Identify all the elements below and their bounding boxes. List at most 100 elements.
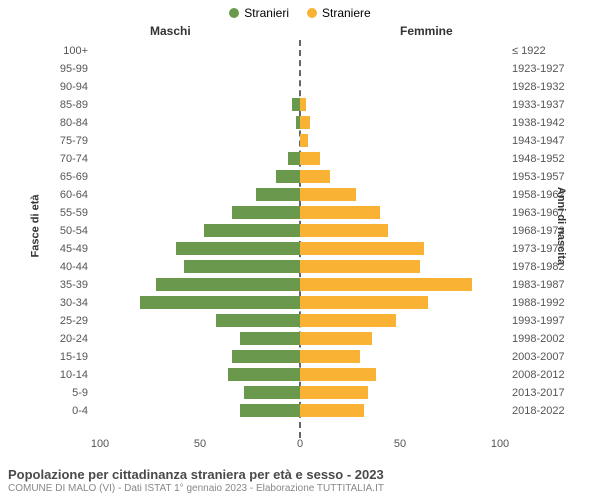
x-tick-label: 50 <box>394 438 406 450</box>
legend-label-male: Stranieri <box>244 6 289 20</box>
chart-title: Popolazione per cittadinanza straniera p… <box>8 467 592 482</box>
year-label: 1978-1982 <box>512 261 572 273</box>
year-label: 1948-1952 <box>512 153 572 165</box>
chart-footer: Popolazione per cittadinanza straniera p… <box>8 467 592 494</box>
age-label: 65-69 <box>32 171 88 183</box>
bar-male <box>228 368 300 381</box>
bar-female <box>300 278 472 291</box>
year-label: 1973-1977 <box>512 243 572 255</box>
legend: Stranieri Straniere <box>0 0 600 20</box>
pyramid-row: 90-94 1928-1932 <box>0 78 600 96</box>
year-label: 2008-2012 <box>512 369 572 381</box>
year-label: 1993-1997 <box>512 315 572 327</box>
age-label: 55-59 <box>32 207 88 219</box>
pyramid-row: 40-44 1978-1982 <box>0 258 600 276</box>
chart-area: Maschi Femmine Fasce di età Anni di nasc… <box>0 20 600 450</box>
bar-male <box>288 152 300 165</box>
pyramid-row: 45-491973-1977 <box>0 240 600 258</box>
bar-male <box>140 296 300 309</box>
bar-female <box>300 260 420 273</box>
age-label: 15-19 <box>32 351 88 363</box>
bar-female <box>300 350 360 363</box>
bar-male <box>292 98 300 111</box>
column-heading-male: Maschi <box>150 24 191 38</box>
age-label: 0-4 <box>32 405 88 417</box>
age-label: 40-44 <box>32 261 88 273</box>
pyramid-row: 55-59 1963-1967 <box>0 204 600 222</box>
bar-male <box>232 206 300 219</box>
pyramid-row: 5-9 2013-2017 <box>0 384 600 402</box>
pyramid-row: 15-19 2003-2007 <box>0 348 600 366</box>
bar-female <box>300 332 372 345</box>
year-label: 1928-1932 <box>512 81 572 93</box>
pyramid-row: 20-24 1998-2002 <box>0 330 600 348</box>
bar-female <box>300 224 388 237</box>
pyramid-row: 100+≤ 1922 <box>0 42 600 60</box>
year-label: 1963-1967 <box>512 207 572 219</box>
bar-female <box>300 314 396 327</box>
bar-male <box>204 224 300 237</box>
year-label: 1998-2002 <box>512 333 572 345</box>
age-label: 10-14 <box>32 369 88 381</box>
age-label: 75-79 <box>32 135 88 147</box>
year-label: 2013-2017 <box>512 387 572 399</box>
bar-male <box>176 242 300 255</box>
bar-female <box>300 152 320 165</box>
year-label: 2003-2007 <box>512 351 572 363</box>
age-label: 50-54 <box>32 225 88 237</box>
bar-male <box>240 404 300 417</box>
legend-item-female: Straniere <box>307 6 371 20</box>
bar-male <box>156 278 300 291</box>
age-label: 35-39 <box>32 279 88 291</box>
pyramid-row: 95-991923-1927 <box>0 60 600 78</box>
bar-female <box>300 368 376 381</box>
age-label: 85-89 <box>32 99 88 111</box>
bar-female <box>300 206 380 219</box>
bar-female <box>300 404 364 417</box>
year-label: 1943-1947 <box>512 135 572 147</box>
age-label: 80-84 <box>32 117 88 129</box>
pyramid-row: 60-641958-1962 <box>0 186 600 204</box>
age-label: 25-29 <box>32 315 88 327</box>
pyramid-row: 70-741948-1952 <box>0 150 600 168</box>
bar-female <box>300 134 308 147</box>
chart-subtitle: COMUNE DI MALO (VI) - Dati ISTAT 1° genn… <box>8 483 592 494</box>
pyramid-row: 0-4 2018-2022 <box>0 402 600 420</box>
year-label: 1953-1957 <box>512 171 572 183</box>
age-label: 90-94 <box>32 81 88 93</box>
legend-label-female: Straniere <box>322 6 371 20</box>
x-tick-label: 100 <box>491 438 509 450</box>
pyramid-row: 25-29 1993-1997 <box>0 312 600 330</box>
pyramid-row: 10-14 2008-2012 <box>0 366 600 384</box>
x-tick-label: 100 <box>91 438 109 450</box>
bar-male <box>184 260 300 273</box>
pyramid-row: 30-34 1988-1992 <box>0 294 600 312</box>
pyramid-row: 65-69 1953-1957 <box>0 168 600 186</box>
year-label: 1968-1972 <box>512 225 572 237</box>
x-tick-label: 0 <box>297 438 303 450</box>
pyramid-row: 50-54 1968-1972 <box>0 222 600 240</box>
bar-male <box>240 332 300 345</box>
year-label: 1983-1987 <box>512 279 572 291</box>
year-label: 1988-1992 <box>512 297 572 309</box>
year-label: 1933-1937 <box>512 99 572 111</box>
age-label: 5-9 <box>32 387 88 399</box>
year-label: 1938-1942 <box>512 117 572 129</box>
x-tick-label: 50 <box>194 438 206 450</box>
age-label: 100+ <box>32 45 88 57</box>
bar-male <box>232 350 300 363</box>
year-label: 2018-2022 <box>512 405 572 417</box>
swatch-male <box>229 8 239 18</box>
bar-female <box>300 170 330 183</box>
age-label: 20-24 <box>32 333 88 345</box>
bar-male <box>216 314 300 327</box>
bar-male <box>244 386 300 399</box>
bar-male <box>256 188 300 201</box>
bar-female <box>300 98 306 111</box>
swatch-female <box>307 8 317 18</box>
year-label: 1958-1962 <box>512 189 572 201</box>
age-label: 30-34 <box>32 297 88 309</box>
bar-female <box>300 116 310 129</box>
bar-female <box>300 242 424 255</box>
year-label: 1923-1927 <box>512 63 572 75</box>
